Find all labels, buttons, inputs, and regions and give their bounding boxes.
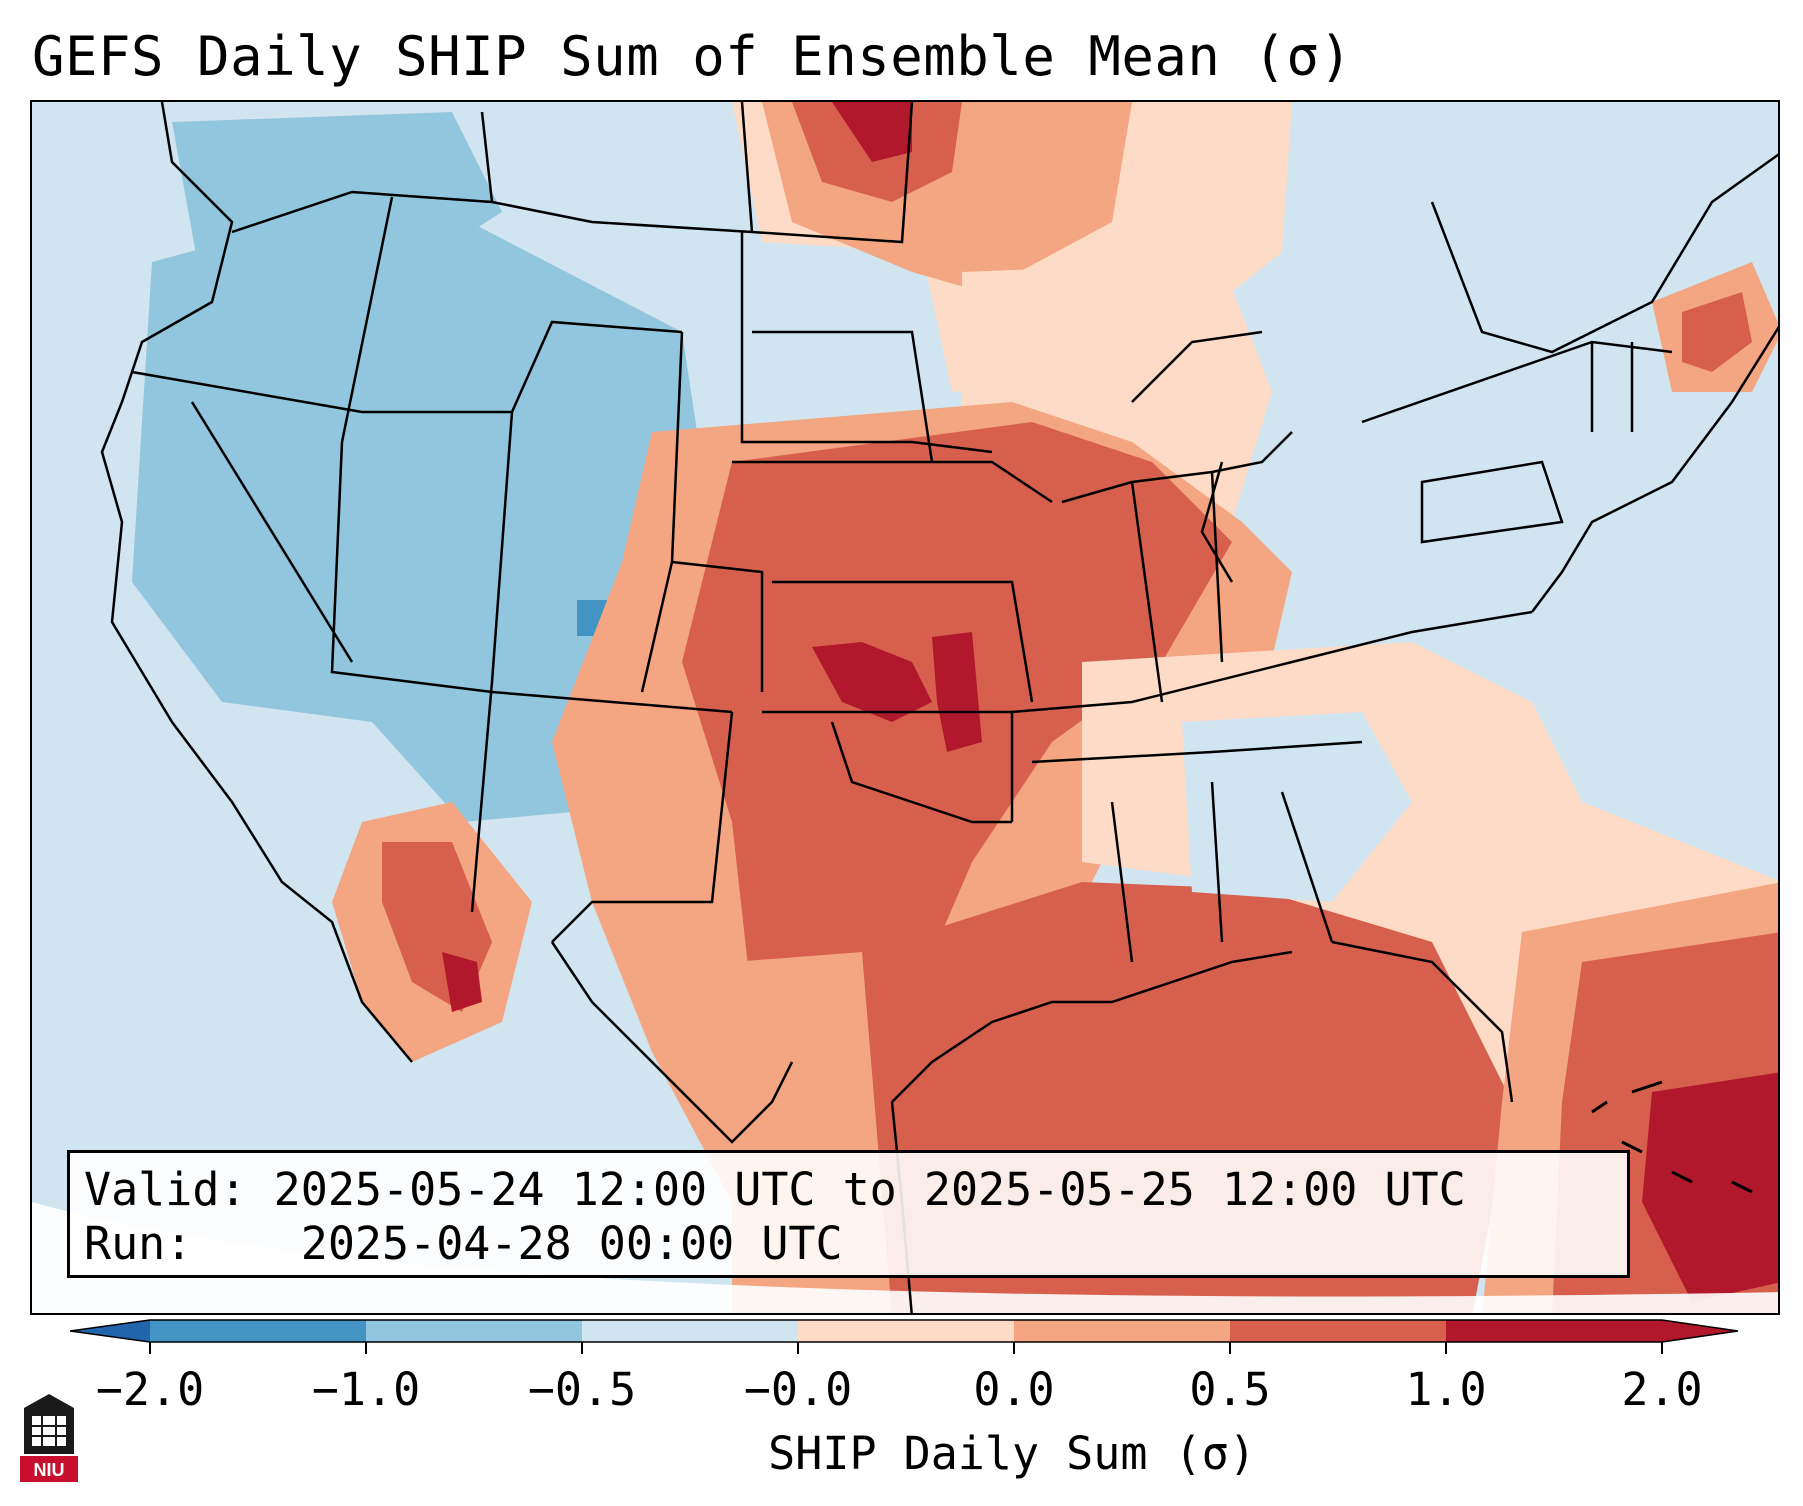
colorbar-segment-1 [150,1320,366,1342]
colorbar-tick-label-4: −0.0 [743,1363,853,1416]
maine-strong-positive [1682,292,1752,372]
colorbar-high-extension [1662,1320,1738,1342]
colorbar-tick-label-6: 0.5 [1189,1363,1271,1416]
page-title: GEFS Daily SHIP Sum of Ensemble Mean (σ) [32,25,1353,88]
colorbar-low-extension [70,1320,150,1342]
run-label: Run: [84,1217,193,1270]
bahamas-outlines [1591,1080,1753,1194]
northwest-negative-region [172,112,502,342]
bahamas-extreme-positive [1642,1072,1778,1302]
north-dakota-extreme-positive [832,102,912,162]
colorbar-tick-label-2: −1.0 [311,1363,421,1416]
run-value: 2025-04-28 00:00 UTC [300,1217,843,1270]
sinaloa-extreme-positive [442,952,482,1012]
university-logo-icon: NIU [20,1394,78,1482]
domain-edge-arc [32,1202,1778,1313]
western-negative-region [132,192,732,822]
colorbar-tick-label-3: −0.5 [527,1363,637,1416]
colorbar-tick-label-7: 1.0 [1405,1363,1487,1416]
colorbar-ticks [149,1342,1663,1354]
colorbar-segment-3 [582,1320,798,1342]
svg-text:NIU: NIU [34,1460,65,1480]
oklahoma-extreme-2 [932,632,982,752]
colorbar-segment-4 [798,1320,1014,1342]
carolinas-negative [1182,712,1412,902]
colorbar-tick-label-5: 0.0 [973,1363,1055,1416]
colorbar-tick-label-8: 2.0 [1621,1363,1703,1416]
ship-anomaly-map [32,102,1778,1313]
colorbar-label: SHIP Daily Sum (σ) [768,1427,1256,1480]
state-boundaries [100,102,1778,1313]
central-strong-positive [682,422,1232,1102]
colorbar [70,1319,1739,1354]
map-panel[interactable] [30,100,1780,1315]
oklahoma-extreme-1 [812,642,932,722]
valid-value: 2025-05-24 12:00 UTC to 2025-05-25 12:00… [273,1163,1466,1216]
colorbar-segment-6 [1230,1320,1446,1342]
colorbar-segment-7 [1446,1320,1662,1342]
colorbar-segment-5 [1014,1320,1230,1342]
valid-label: Valid: [84,1163,247,1216]
colorbar-segment-2 [366,1320,582,1342]
colorbar-tick-label-1: −2.0 [95,1363,205,1416]
validity-info-box: Valid: 2025-05-24 12:00 UTC to 2025-05-2… [67,1150,1630,1278]
